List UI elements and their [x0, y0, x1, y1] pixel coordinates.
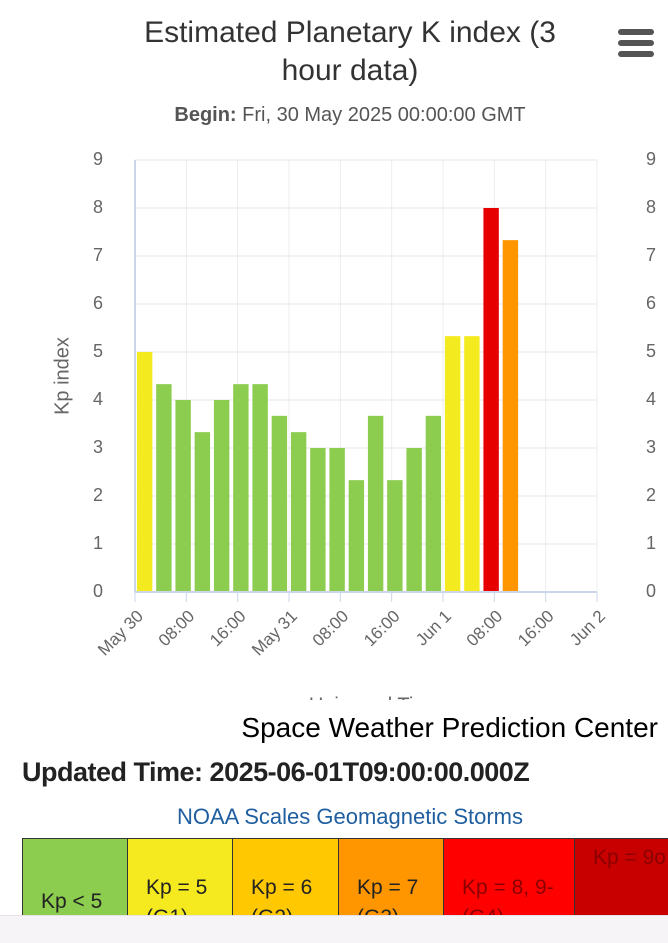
subtitle-label: Begin: [174, 104, 237, 126]
y2-tick-label: 3 [646, 437, 656, 457]
y-tick-label: 3 [93, 437, 103, 457]
bar [156, 384, 172, 592]
x-tick-label: 16:00 [360, 607, 404, 651]
y-tick-label: 1 [93, 533, 103, 553]
scale-cell: Kp = 9o [575, 839, 668, 919]
x-tick-label: May 31 [248, 607, 301, 660]
scale-cell: Kp = 5 (G1) [128, 839, 233, 919]
bar [271, 415, 288, 592]
chart-subtitle: Begin: Fri, 30 May 2025 00:00:00 GMT [0, 104, 668, 127]
updated-value: 2025-06-01T09:00:00.000Z [209, 757, 530, 787]
bar [464, 336, 480, 592]
updated-time: Updated Time: 2025-06-01T09:00:00.000Z [22, 757, 530, 788]
x-tick-label: 16:00 [514, 607, 558, 651]
y-tick-label: 6 [93, 293, 103, 313]
scale-cell: Kp < 5 [23, 839, 128, 919]
x-axis-title: Universal Time [309, 694, 441, 700]
y-tick-label: 2 [93, 485, 103, 505]
scale-cell: Kp = 7 (G3) [339, 839, 444, 919]
x-tick-label: May 30 [94, 607, 147, 660]
bar [367, 415, 384, 592]
y-tick-label: 7 [93, 245, 103, 265]
bar [329, 448, 345, 592]
bar [213, 400, 230, 592]
bar [194, 432, 211, 592]
menu-bar [618, 51, 654, 57]
chart-title: Estimated Planetary K index (3 hour data… [144, 16, 556, 87]
subtitle-text: Fri, 30 May 2025 00:00:00 GMT [242, 104, 526, 126]
y-tick-label: 0 [93, 581, 103, 601]
scale-cell: Kp = 6 (G2) [233, 839, 339, 919]
x-tick-label: 08:00 [155, 607, 199, 651]
menu-bar [618, 29, 654, 35]
chart-credit[interactable]: Space Weather Prediction Center [241, 712, 658, 743]
y2-tick-label: 1 [646, 533, 656, 553]
bar [502, 240, 519, 592]
y2-tick-label: 2 [646, 485, 656, 505]
menu-bar [618, 40, 654, 46]
bar [425, 415, 442, 592]
scales-link[interactable]: NOAA Scales Geomagnetic Storms [176, 804, 524, 829]
bar [136, 352, 153, 592]
y2-tick-label: 8 [646, 197, 656, 217]
x-tick-label: 08:00 [463, 607, 507, 651]
y2-tick-label: 6 [646, 293, 656, 313]
y-tick-label: 9 [93, 149, 103, 169]
bar [310, 448, 326, 592]
updated-label: Updated Time: [22, 757, 203, 787]
y2-tick-label: 7 [646, 245, 656, 265]
bar [290, 432, 307, 592]
scale-table: Kp < 5 Kp = 5 (G1) Kp = 6 (G2) Kp = 7 (G3) K… [22, 838, 668, 919]
y2-tick-label: 9 [646, 149, 656, 169]
x-tick-label: 08:00 [309, 607, 353, 651]
menu-button[interactable] [618, 29, 656, 59]
y2-tick-label: 0 [646, 581, 656, 601]
bar [175, 400, 191, 592]
y-tick-label: 8 [93, 197, 103, 217]
bar [387, 480, 403, 592]
bar [444, 336, 461, 592]
y2-tick-label: 4 [646, 389, 656, 409]
scale-cell: Kp = 8, 9- (G4) [444, 839, 575, 919]
bar [406, 448, 422, 592]
bar [233, 384, 249, 592]
y-tick-label: 4 [93, 389, 103, 409]
bar [252, 384, 268, 592]
x-tick-label: Jun 2 [566, 607, 609, 650]
x-tick-label: Jun 1 [412, 607, 455, 650]
bottom-bar [0, 915, 668, 943]
y-tick-label: 5 [93, 341, 103, 361]
bar [348, 480, 365, 592]
y2-tick-label: 5 [646, 341, 656, 361]
x-tick-label: 16:00 [206, 607, 250, 651]
y-axis-title: Kp index [51, 337, 73, 415]
bar [483, 208, 499, 592]
